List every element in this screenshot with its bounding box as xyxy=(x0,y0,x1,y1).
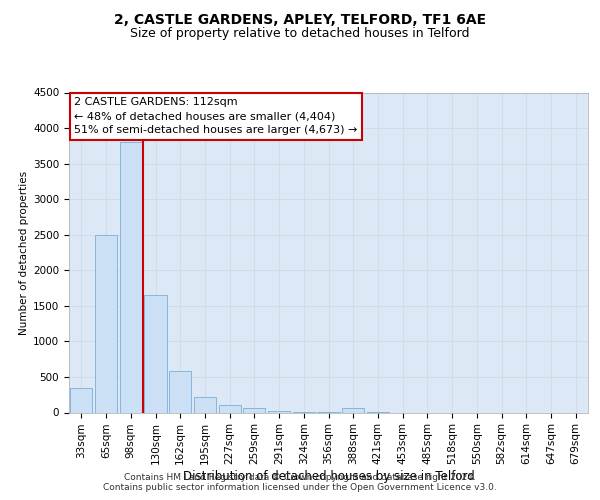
Text: Contains public sector information licensed under the Open Government Licence v3: Contains public sector information licen… xyxy=(103,484,497,492)
Text: 2, CASTLE GARDENS, APLEY, TELFORD, TF1 6AE: 2, CASTLE GARDENS, APLEY, TELFORD, TF1 6… xyxy=(114,12,486,26)
Bar xyxy=(218,406,241,412)
Text: Size of property relative to detached houses in Telford: Size of property relative to detached ho… xyxy=(130,28,470,40)
Bar xyxy=(95,234,117,412)
Bar xyxy=(145,295,167,412)
Bar xyxy=(119,142,142,412)
Bar xyxy=(70,388,92,412)
Bar xyxy=(194,396,216,412)
Bar xyxy=(342,408,364,412)
Bar xyxy=(268,411,290,412)
Text: 2 CASTLE GARDENS: 112sqm
← 48% of detached houses are smaller (4,404)
51% of sem: 2 CASTLE GARDENS: 112sqm ← 48% of detach… xyxy=(74,98,358,136)
Bar xyxy=(243,408,265,412)
Y-axis label: Number of detached properties: Number of detached properties xyxy=(19,170,29,334)
Text: Contains HM Land Registry data © Crown copyright and database right 2024.: Contains HM Land Registry data © Crown c… xyxy=(124,474,476,482)
X-axis label: Distribution of detached houses by size in Telford: Distribution of detached houses by size … xyxy=(182,470,475,483)
Bar xyxy=(169,372,191,412)
